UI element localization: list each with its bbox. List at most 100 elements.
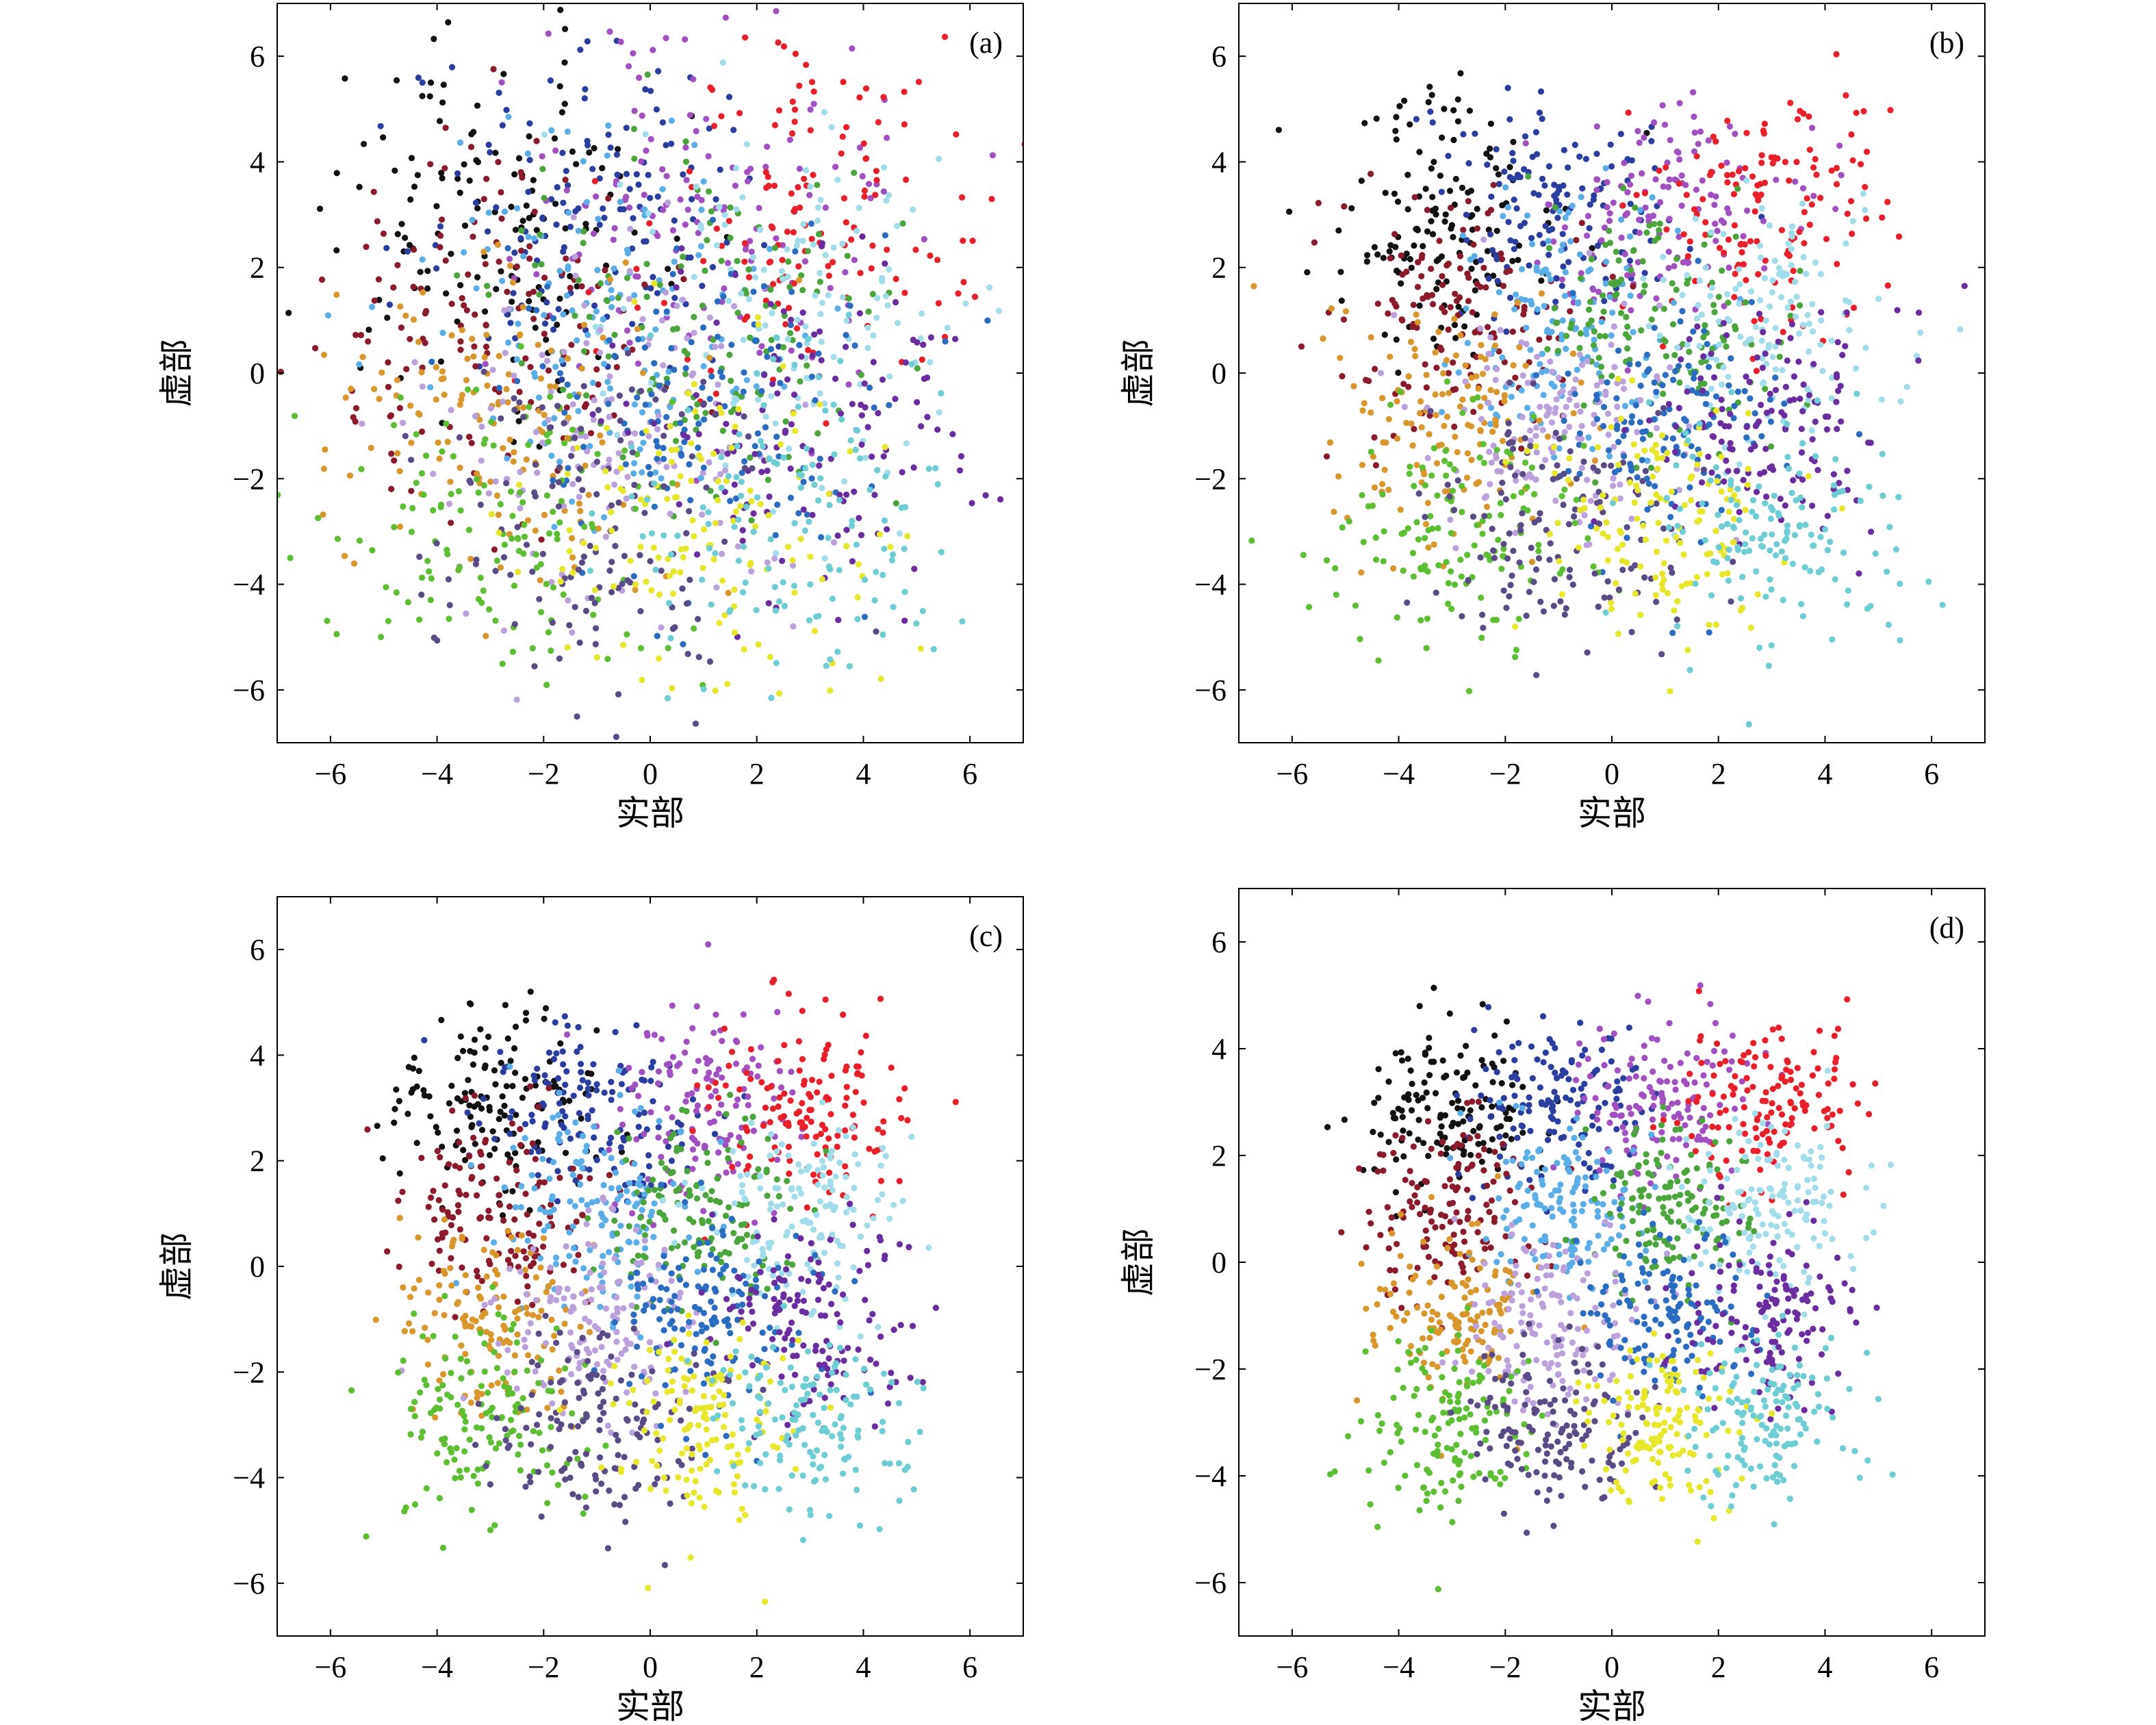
- scatter-point: [1621, 385, 1628, 392]
- scatter-point: [827, 656, 834, 663]
- scatter-point: [467, 144, 475, 151]
- scatter-point: [682, 1098, 689, 1105]
- scatter-point: [1651, 220, 1658, 227]
- scatter-point: [663, 413, 670, 421]
- scatter-point: [747, 454, 754, 461]
- scatter-point: [1690, 89, 1697, 96]
- scatter-point: [522, 1075, 529, 1082]
- scatter-point: [1517, 527, 1524, 534]
- scatter-point: [567, 1135, 574, 1142]
- scatter-point: [658, 567, 665, 574]
- scatter-point: [557, 1040, 564, 1047]
- scatter-point: [606, 1147, 613, 1153]
- scatter-point: [518, 227, 525, 234]
- scatter-point: [872, 192, 879, 199]
- scatter-point: [1489, 526, 1496, 533]
- scatter-point: [1743, 277, 1749, 283]
- scatter-point: [1799, 439, 1806, 447]
- scatter-point: [600, 316, 606, 322]
- scatter-point: [1676, 156, 1683, 163]
- scatter-point: [1552, 204, 1558, 211]
- scatter-point: [606, 567, 613, 574]
- scatter-point: [713, 242, 720, 248]
- scatter-point: [838, 150, 845, 157]
- scatter-point: [683, 177, 690, 183]
- scatter-point: [858, 532, 865, 539]
- scatter-point: [1682, 429, 1689, 437]
- scatter-point: [1620, 185, 1627, 192]
- scatter-point: [682, 36, 689, 43]
- scatter-point: [726, 94, 733, 101]
- scatter-point: [821, 109, 827, 116]
- scatter-point: [614, 431, 621, 439]
- scatter-point: [1737, 241, 1744, 248]
- scatter-point: [762, 164, 769, 170]
- scatter-point: [771, 244, 778, 251]
- scatter-point: [1608, 600, 1615, 606]
- scatter-point: [1500, 587, 1507, 594]
- scatter-point: [1619, 378, 1626, 385]
- scatter-point: [505, 371, 513, 378]
- scatter-point: [579, 1077, 586, 1084]
- scatter-point: [799, 238, 806, 244]
- scatter-point: [682, 138, 689, 145]
- scatter-point: [913, 620, 920, 627]
- scatter-point: [526, 290, 532, 297]
- scatter-point: [555, 478, 562, 485]
- scatter-point: [1724, 179, 1731, 186]
- scatter-point: [1884, 199, 1891, 205]
- scatter-point: [697, 474, 704, 482]
- scatter-point: [499, 1093, 506, 1100]
- scatter-point: [760, 266, 767, 273]
- scatter-point: [743, 1064, 750, 1071]
- scatter-point: [734, 309, 741, 316]
- scatter-point: [582, 401, 589, 408]
- scatter-point: [1866, 483, 1873, 490]
- scatter-point: [1512, 529, 1519, 537]
- scatter-point: [1686, 423, 1693, 430]
- scatter-point: [903, 176, 910, 183]
- scatter-point: [1398, 252, 1404, 259]
- scatter-point: [749, 1056, 756, 1062]
- scatter-point: [1424, 207, 1430, 214]
- scatter-point: [920, 342, 927, 348]
- scatter-point: [772, 607, 779, 614]
- scatter-point: [647, 1181, 654, 1188]
- scatter-point: [455, 488, 462, 495]
- scatter-point: [715, 478, 721, 485]
- scatter-point: [670, 590, 677, 598]
- scatter-point: [694, 551, 701, 558]
- scatter-point: [847, 437, 854, 444]
- y-tick-label: 0: [1211, 357, 1227, 390]
- scatter-point: [695, 452, 703, 459]
- scatter-point: [380, 134, 387, 141]
- scatter-point: [1794, 116, 1801, 123]
- scatter-point: [1459, 184, 1465, 191]
- scatter-point: [1692, 277, 1699, 285]
- scatter-point: [1396, 103, 1403, 110]
- scatter-point: [1630, 329, 1637, 335]
- scatter-point: [1413, 461, 1420, 469]
- scatter-point: [554, 1168, 561, 1175]
- scatter-point: [1510, 157, 1517, 164]
- scatter-point: [461, 302, 467, 309]
- scatter-point: [757, 437, 765, 445]
- scatter-point: [680, 296, 686, 303]
- scatter-point: [748, 568, 755, 575]
- scatter-point: [593, 366, 600, 373]
- scatter-point: [887, 544, 894, 550]
- scatter-point: [651, 280, 658, 287]
- scatter-point: [812, 397, 819, 404]
- scatter-point: [613, 468, 620, 475]
- scatter-point: [1533, 424, 1540, 431]
- scatter-point: [466, 433, 473, 440]
- scatter-point: [784, 376, 791, 383]
- scatter-point: [447, 478, 454, 485]
- scatter-point: [1725, 468, 1732, 474]
- scatter-point: [1411, 194, 1418, 201]
- scatter-point: [358, 465, 365, 472]
- scatter-point: [819, 485, 825, 491]
- scatter-point: [521, 521, 528, 528]
- scatter-point: [1589, 245, 1595, 252]
- scatter-point: [1756, 483, 1762, 490]
